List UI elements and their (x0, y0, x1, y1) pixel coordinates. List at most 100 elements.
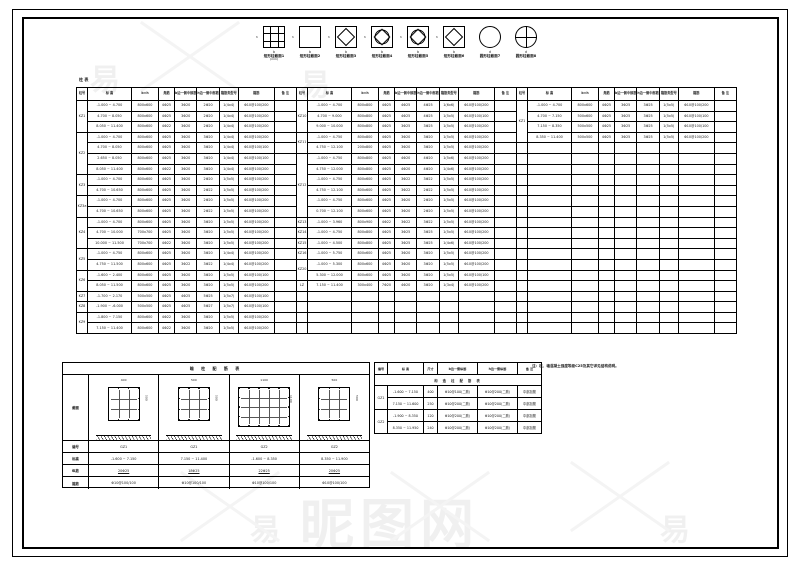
table-row: 4.750 ~ 12.100 800x600 4Φ25 3Φ22 2Φ22 1(5x5) Φ… (297, 184, 517, 197)
elevation-cell: 4.750 ~ 12.100 (307, 142, 352, 154)
section-hatch (166, 436, 222, 440)
empty-cell (438, 301, 459, 313)
empty-cell (658, 322, 679, 335)
section-size-cell: 800x600 (131, 163, 159, 176)
empty-cell (677, 163, 715, 176)
column-mark-cell: KZ16 (296, 248, 308, 260)
gz-remark-cell: 中部加筋 (517, 385, 542, 398)
hoop-spacing-cell: Φ10@100/200 (237, 100, 275, 112)
gz-table-title-row: 构 造 柱 配 筋 表 (374, 374, 542, 386)
empty-cell (677, 237, 715, 250)
empty-cell (677, 195, 715, 207)
b-mid-rebar-cell: 4Φ20 (393, 163, 418, 176)
remark-cell (273, 301, 297, 313)
empty-cell (516, 258, 528, 271)
b-mid-rebar-cell: 3Φ20 (173, 237, 198, 250)
section-hatch (236, 436, 292, 440)
section-size-cell: 800x800 (351, 100, 379, 112)
table-row: 8.050 ~ 11.500 800x600 4Φ25 3Φ20 3Φ20 1(5x5) Φ… (77, 280, 297, 292)
legend-item-label: 矩形柱截面4 (371, 53, 393, 58)
gz-elevation-cell: -1.600 ~ 7.150 (387, 385, 424, 398)
remark-cell (273, 174, 297, 186)
column-header: 箍筋 (677, 87, 715, 101)
remark-cell (493, 280, 517, 292)
empty-cell (598, 142, 615, 154)
remark-cell (493, 174, 517, 186)
column-mark-cell: KZ15 (296, 237, 308, 250)
empty-cell (416, 311, 440, 324)
b-mid-rebar-cell: 3Φ20 (173, 322, 198, 335)
empty-cell (658, 301, 679, 313)
gz-column-header: b边一侧纵筋 (437, 362, 478, 375)
hoop-spacing-cell: Φ10@100/200 (457, 163, 495, 176)
column-mark-cell: KZ14 (296, 227, 308, 239)
empty-cell (416, 290, 440, 303)
empty-cell (516, 152, 528, 165)
h-mid-rebar-cell: 3Φ25 (416, 121, 440, 133)
column-header: h边一侧中部筋 (196, 87, 220, 101)
h-mid-rebar-cell: 3Φ22 (416, 216, 440, 229)
b-mid-rebar-cell: 3Φ20 (173, 269, 198, 282)
table-row: LZ 7.150 ~ 11.400 300x400 7Φ20 4Φ20 3Φ20 1(3x4… (296, 280, 517, 292)
section-base-line (95, 435, 152, 436)
column-mark-cell: KZ6 (76, 269, 88, 292)
elevation-cell: 4.700 ~ 10.650 (87, 184, 132, 197)
h-mid-rebar-cell: 2Φ20 (416, 195, 440, 207)
gz-b-rebar-cell: Φ10@100(二肢) (437, 385, 478, 398)
empty-cell (613, 248, 638, 260)
table-row: KZ1 -1.000 ~ 4.700 800x600 4Φ25 3Φ25 3Φ25 1(5x… (516, 99, 737, 144)
hoop-type-cell: 1(4x4) (218, 121, 239, 133)
b-mid-rebar-cell: 3Φ20 (173, 152, 198, 165)
elevation-cell: -1.000 ~ 5.300 (307, 258, 352, 271)
empty-cell (598, 301, 615, 313)
table-row: 4.700 ~ 8.050 800x600 4Φ25 3Φ20 2Φ20 1(4x4) Φ1… (77, 110, 297, 123)
h-mid-rebar-cell: 2Φ22 (196, 205, 220, 218)
legend-item-6: h b 矩形柱截面6 (436, 24, 470, 58)
column-mark-cell: KZ20 (296, 258, 308, 282)
section-height-dimension: 500 (144, 395, 149, 401)
empty-cell (493, 301, 517, 313)
elevation-cell: -1.700 ~ 2.170 (87, 290, 132, 303)
column-schedule-block-right: 柱号标 高 b×h 角筋 b边一侧中部筋 h边一侧中部筋 箍筋类型号 箍筋备 注 KZ1 -1.… (516, 87, 737, 335)
table-row-empty (296, 322, 517, 335)
empty-cell (677, 280, 715, 292)
b-mid-rebar-cell: 3Φ20 (173, 311, 198, 324)
h-mid-rebar-cell: 3Φ20 (416, 269, 440, 282)
corner-rebar-cell: 7Φ20 (378, 280, 395, 292)
table-row: 4.750 ~ 12.000 800x800 4Φ25 4Φ20 4Φ20 1(4x6) Φ… (297, 163, 517, 176)
legend-item-label: 矩形柱截面5 (407, 53, 429, 58)
empty-cell (516, 280, 528, 292)
gz-h-rebar-cell: Φ10@200(二肢) (477, 421, 518, 434)
column-header: b边一侧中部筋 (173, 87, 198, 101)
half-diamond-square-icon: h (436, 24, 467, 50)
section-size-cell: 700x700 (131, 227, 159, 239)
section-size-cell: 300x400 (351, 280, 379, 292)
b-mid-rebar-cell: 3Φ20 (393, 142, 418, 154)
empty-cell (613, 322, 638, 335)
table-row: KZ9 -1.800 ~ 7.150 800x600 4Φ22 3Φ20 3Φ20 1(5x… (76, 311, 297, 335)
hoop-type-cell: 1(4x4) (218, 152, 239, 165)
section-size-cell: 800x900 (351, 216, 379, 229)
remark-cell (493, 142, 517, 154)
table-row-empty (516, 163, 737, 176)
remark-cell (493, 216, 517, 229)
empty-cell (677, 301, 715, 313)
table-row: KZ14 -1.000 ~ 4.750 800x800 4Φ25 3Φ25 3Φ25 1(5… (296, 227, 517, 239)
section-size-cell: 800x800 (351, 152, 379, 165)
hoop-spacing-cell: Φ10@100/100 (237, 269, 275, 282)
empty-cell (393, 301, 418, 313)
b-mid-rebar-cell: 3Φ25 (613, 100, 638, 112)
empty-cell (598, 322, 615, 335)
empty-cell (457, 311, 495, 324)
h-mid-rebar-cell: 3Φ22 (416, 174, 440, 186)
column-header: h边一侧中部筋 (416, 87, 440, 101)
gz-mark-cell: GZ2 (374, 409, 388, 434)
empty-cell (636, 280, 660, 292)
b-mid-rebar-cell: 3Φ20 (173, 195, 198, 207)
table-row: 4.750 ~ 11.500 800x600 4Φ25 3Φ22 3Φ22 1(4x4) Φ… (77, 258, 297, 271)
b-mid-rebar-cell: 4Φ20 (393, 152, 418, 165)
corner-rebar-cell: 4Φ25 (378, 152, 395, 165)
h-mid-rebar-cell: 3Φ20 (196, 248, 220, 260)
empty-cell (636, 174, 660, 186)
table-row: KZ8 -1.900 ~ -6.000 500x500 4Φ25 4Φ25 5Φ27 1(5… (76, 301, 297, 313)
